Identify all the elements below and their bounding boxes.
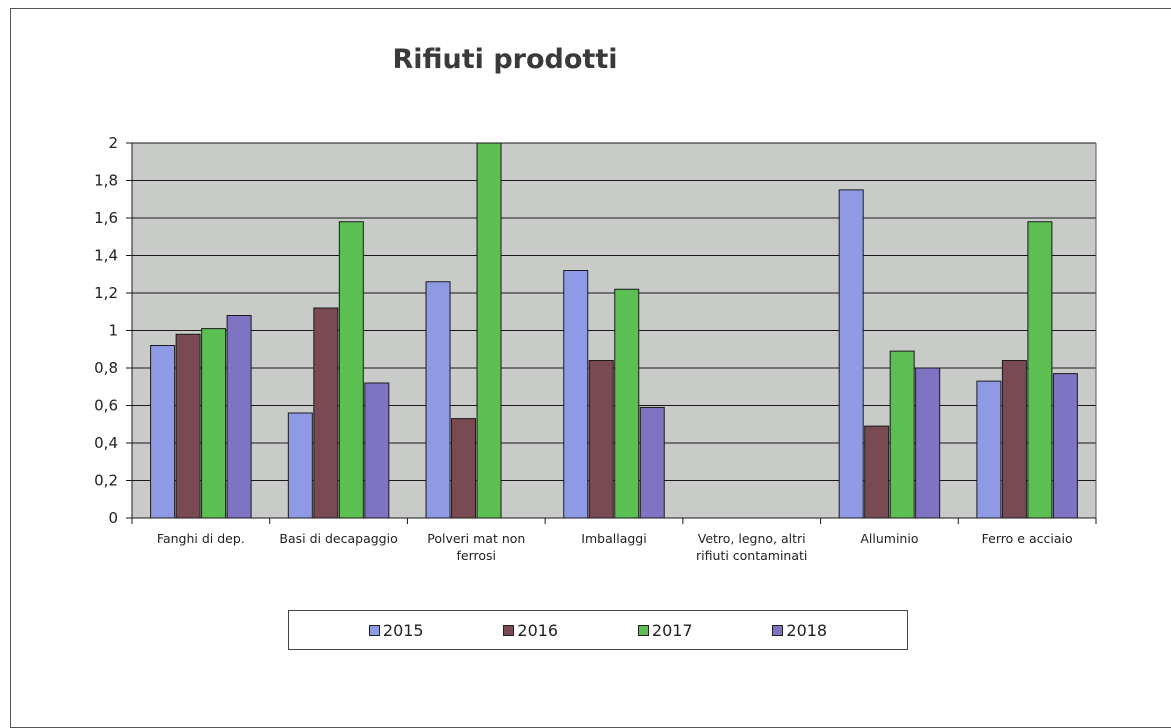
category-label: Polveri mat non ferrosi: [427, 531, 525, 563]
bar-2015: [563, 270, 589, 519]
category-label: Vetro, legno, altri rifiuti contaminati: [696, 531, 807, 563]
bar-2016: [175, 333, 201, 519]
y-tick-label: 2: [108, 134, 118, 152]
y-tick-label: 1,4: [94, 247, 118, 265]
bar-2015: [976, 380, 1002, 519]
category-label: Ferro e acciaio: [982, 531, 1073, 546]
chart-title: Rifiuti prodotti: [392, 44, 618, 75]
y-tick-label: 0,8: [94, 359, 118, 377]
legend-item-2017: 2017: [637, 620, 693, 640]
bar-2016: [313, 307, 339, 519]
bar-2015: [287, 412, 313, 519]
bar-2016: [864, 425, 890, 519]
legend-swatch: [368, 624, 380, 636]
bar-2018: [1052, 373, 1078, 519]
bar-2018: [639, 406, 665, 519]
legend-swatch: [772, 624, 784, 636]
category-label: Fanghi di dep.: [157, 531, 245, 546]
legend-item-2016: 2016: [503, 621, 558, 640]
bar-2017: [338, 221, 364, 519]
y-tick-label: 1,2: [94, 284, 118, 302]
legend-label: 2015: [382, 620, 424, 640]
legend-swatch: [637, 624, 649, 636]
bar-2017: [889, 350, 915, 519]
bar-2015: [425, 281, 451, 519]
bar-2017: [201, 328, 227, 519]
category-label: Imballaggi: [581, 531, 646, 546]
y-tick-label: 0,6: [94, 397, 118, 415]
y-tick-label: 1,6: [94, 209, 118, 227]
category-label: Alluminio: [860, 531, 918, 546]
bar-2018: [364, 382, 390, 519]
legend-label: 2018: [786, 620, 828, 640]
chart-legend: 2015 2016 2017 2018: [288, 610, 908, 650]
legend-item-2018: 2018: [772, 621, 827, 640]
y-tick-label: 1: [108, 322, 118, 340]
y-tick-label: 0,4: [94, 434, 118, 452]
category-label: Basi di decapaggio: [279, 531, 397, 546]
legend-label: 2017: [651, 620, 693, 640]
bar-2018: [226, 315, 252, 519]
bar-2017: [476, 142, 502, 519]
legend-label: 2016: [517, 620, 559, 640]
bar-2015: [150, 345, 176, 519]
bar-2016: [588, 360, 614, 519]
bar-2017: [1027, 221, 1053, 519]
y-tick-label: 1,8: [94, 172, 118, 190]
bar-2017: [614, 288, 640, 519]
legend-item-2015: 2015: [368, 620, 424, 640]
bar-2018: [915, 367, 941, 519]
legend-swatch: [503, 624, 515, 636]
y-tick-label: 0: [108, 509, 118, 527]
bar-2015: [838, 189, 864, 519]
bar-2016: [1001, 360, 1027, 519]
bar-2016: [451, 418, 477, 519]
y-tick-label: 0,2: [94, 472, 118, 490]
